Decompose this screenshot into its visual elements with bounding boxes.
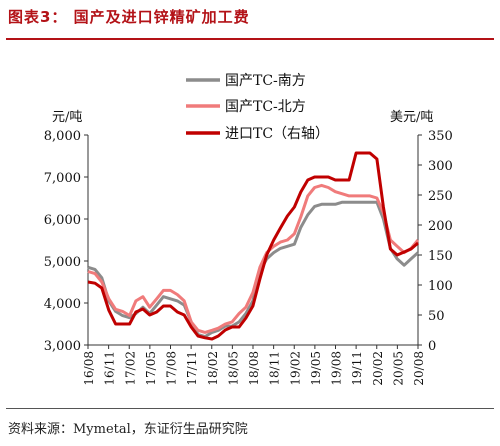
x-tick-label: 19/08 bbox=[330, 351, 344, 386]
x-tick-label: 18/02 bbox=[206, 351, 220, 386]
series-line-2 bbox=[87, 183, 420, 334]
right-tick-label: 350 bbox=[428, 129, 453, 144]
right-tick-label: 250 bbox=[428, 189, 453, 204]
series-line-3 bbox=[87, 151, 419, 341]
legend-label-2: 国产TC-北方 bbox=[225, 99, 306, 115]
right-axis-unit: 美元/吨 bbox=[390, 110, 433, 125]
x-tick-label: 17/11 bbox=[185, 351, 199, 386]
x-tick-label: 16/08 bbox=[82, 351, 96, 386]
x-tick-label: 19/05 bbox=[309, 351, 323, 386]
left-tick-label: 7,000 bbox=[44, 171, 81, 186]
left-tick-label: 5,000 bbox=[44, 255, 81, 270]
legend-label-3: 进口TC（右轴） bbox=[225, 126, 329, 142]
left-tick-label: 6,000 bbox=[44, 213, 81, 228]
x-tick-label: 20/05 bbox=[391, 351, 405, 386]
left-tick-label: 8,000 bbox=[44, 129, 81, 144]
right-tick-label: 50 bbox=[428, 309, 445, 324]
x-tick-label: 19/11 bbox=[350, 351, 364, 386]
x-tick-label: 20/02 bbox=[371, 351, 385, 386]
right-tick-label: 100 bbox=[428, 279, 453, 294]
x-tick-label: 17/05 bbox=[144, 351, 158, 386]
x-tick-label: 16/11 bbox=[103, 351, 117, 386]
x-tick-label: 20/08 bbox=[412, 351, 426, 386]
right-tick-label: 0 bbox=[428, 339, 436, 354]
source-rule bbox=[6, 408, 494, 409]
right-tick-label: 150 bbox=[428, 249, 453, 264]
x-tick-label: 18/11 bbox=[268, 351, 282, 386]
right-tick-label: 300 bbox=[428, 159, 453, 174]
x-tick-label: 19/02 bbox=[288, 351, 302, 386]
left-tick-label: 3,000 bbox=[44, 339, 81, 354]
x-tick-label: 18/05 bbox=[226, 351, 240, 386]
series-line-1 bbox=[87, 200, 420, 339]
series-lines bbox=[87, 151, 420, 341]
axes: 3,000 4,000 5,000 6,000 7,000 8,000 0 50 100 150 2… bbox=[44, 110, 453, 386]
source-note: 资料来源：Mymetal，东证衍生品研究院 bbox=[8, 422, 248, 437]
x-tick-label: 17/08 bbox=[165, 351, 179, 386]
legend-label-1: 国产TC-南方 bbox=[225, 73, 306, 89]
left-tick-label: 4,000 bbox=[44, 297, 81, 312]
title-rule bbox=[6, 38, 494, 40]
left-axis-unit: 元/吨 bbox=[52, 110, 82, 125]
right-tick-label: 200 bbox=[428, 219, 453, 234]
figure-title: 图表3： 国产及进口锌精矿加工费 bbox=[8, 8, 250, 26]
x-tick-label: 17/02 bbox=[123, 351, 137, 386]
x-tick-label: 18/08 bbox=[247, 351, 261, 386]
